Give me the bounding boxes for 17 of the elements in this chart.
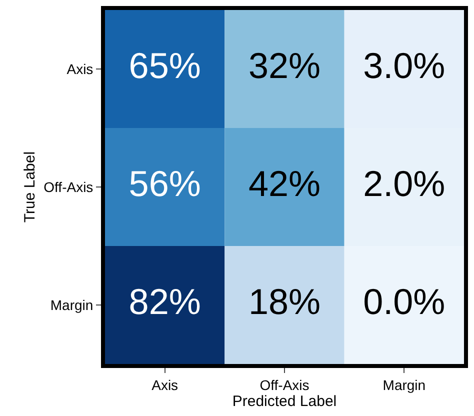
data-label: 2.0% [363,163,446,204]
y-axis-title: True Label [21,151,38,223]
data-label: 18% [248,281,321,322]
x-axis-title: Predicted Label [232,392,337,410]
data-label: 0.0% [363,281,446,322]
data-label: 3.0% [363,45,446,86]
data-label: 65% [128,45,201,86]
x-tick-label: Margin [382,376,426,393]
y-tick-label: Off-Axis [44,178,94,195]
data-label: 82% [128,281,201,322]
data-label: 42% [248,163,321,204]
x-tick-label: Axis [152,376,178,393]
y-tick-label: Axis [66,60,94,77]
x-tick-label: Off-Axis [260,376,310,393]
data-label: 32% [248,45,321,86]
data-label: 56% [128,163,201,204]
y-tick-label: Margin [50,296,94,313]
